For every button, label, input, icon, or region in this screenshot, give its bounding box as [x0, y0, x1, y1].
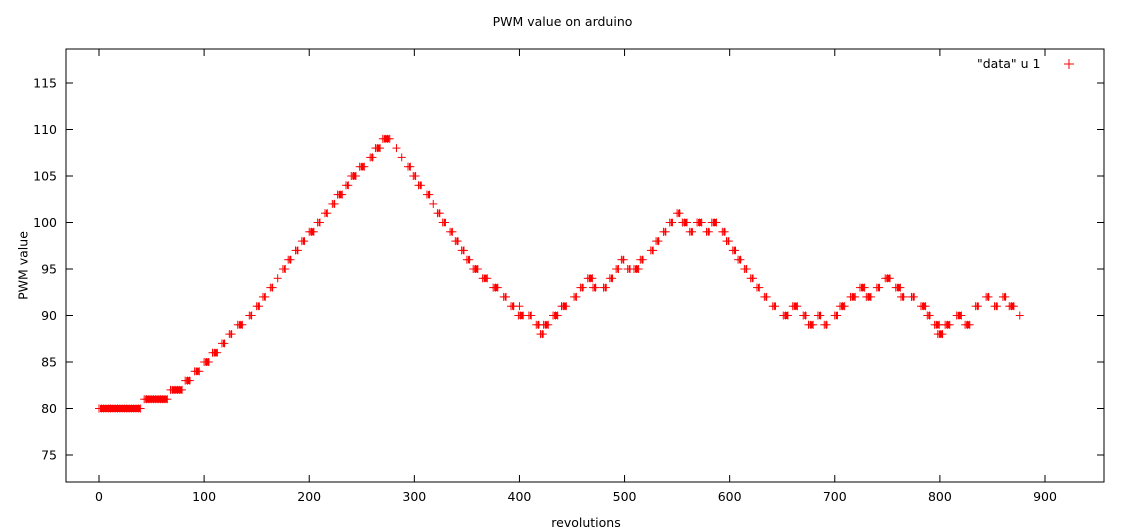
data-points — [95, 134, 1024, 413]
y-tick-label: 105 — [33, 169, 57, 184]
chart-title: PWM value on arduino — [492, 14, 633, 29]
axis-tick-labels: 0 100 200 300 400 500 600 700 800 900 75 80 85 90 95 10… — [33, 76, 1057, 505]
y-tick-label: 115 — [33, 76, 57, 91]
x-tick-label: 600 — [718, 489, 742, 504]
y-tick-label: 110 — [33, 122, 57, 137]
x-axis-label: revolutions — [551, 515, 621, 530]
x-tick-label: 200 — [297, 489, 321, 504]
y-tick-label: 95 — [41, 262, 57, 277]
x-tick-label: 100 — [192, 489, 216, 504]
x-tick-label: 900 — [1033, 489, 1057, 504]
legend-entry-label: "data" u 1 — [977, 56, 1041, 71]
y-tick-label: 80 — [41, 401, 57, 416]
legend-marker — [1064, 59, 1074, 69]
y-tick-label: 100 — [33, 215, 57, 230]
x-tick-label: 800 — [928, 489, 952, 504]
x-tick-label: 300 — [402, 489, 426, 504]
y-tick-label: 75 — [41, 448, 57, 463]
y-tick-label: 85 — [41, 355, 57, 370]
x-tick-label: 0 — [95, 489, 103, 504]
axis-ticks — [66, 49, 1104, 482]
x-tick-label: 400 — [508, 489, 532, 504]
plot-frame — [65, 48, 1105, 483]
x-tick-label: 700 — [823, 489, 847, 504]
x-tick-label: 500 — [613, 489, 637, 504]
y-tick-label: 90 — [41, 308, 57, 323]
y-axis-label: PWM value — [15, 231, 31, 300]
